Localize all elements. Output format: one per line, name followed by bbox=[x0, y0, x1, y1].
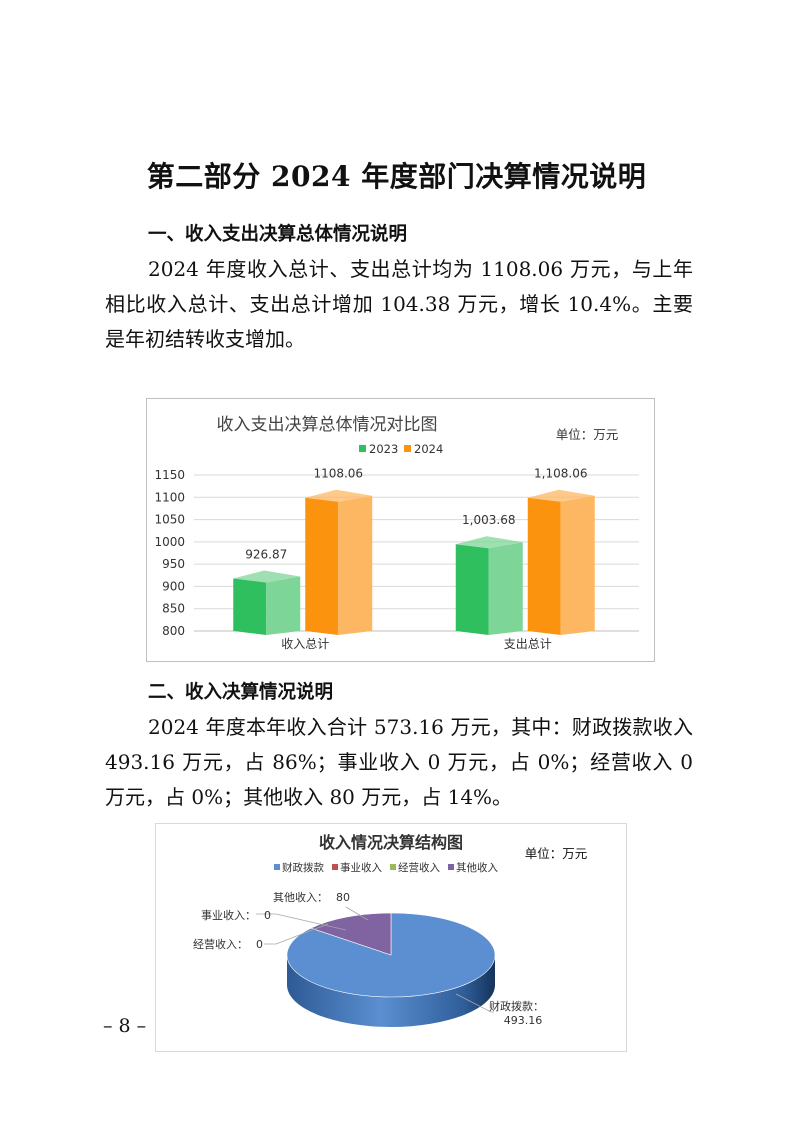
legend-label-2023: 2023 bbox=[369, 442, 398, 456]
chart-unit: 单位：万元 bbox=[556, 427, 619, 442]
bar-side-2023 bbox=[266, 576, 301, 635]
data-label: 经营收入： bbox=[193, 937, 248, 951]
x-tick-label: 收入总计 bbox=[281, 637, 329, 651]
y-tick-label: 800 bbox=[162, 624, 185, 638]
data-label: 事业收入： bbox=[201, 908, 256, 922]
y-tick-label: 1050 bbox=[154, 513, 185, 527]
legend-swatch bbox=[274, 864, 280, 870]
page-number: – 8 – bbox=[103, 1015, 147, 1037]
y-tick-label: 850 bbox=[162, 602, 185, 616]
y-tick-label: 950 bbox=[162, 557, 185, 571]
y-tick-label: 1000 bbox=[154, 535, 185, 549]
legend-swatch bbox=[448, 864, 454, 870]
data-label: 财政拨款： bbox=[489, 999, 544, 1013]
data-label: 493.16 bbox=[504, 1014, 543, 1027]
legend-swatch-2024 bbox=[404, 445, 411, 452]
section-text-1: 2024 年度收入总计、支出总计均为 1108.06 万元，与上年相比收入总计、… bbox=[105, 257, 693, 351]
bar-top-2023 bbox=[455, 536, 523, 549]
legend-swatch bbox=[332, 864, 338, 870]
y-tick-label: 900 bbox=[162, 579, 185, 593]
legend-label: 经营收入 bbox=[398, 861, 440, 874]
bar-front-2024 bbox=[305, 497, 339, 635]
section-text-2: 2024 年度本年收入合计 573.16 万元，其中：财政拨款收入 493.16… bbox=[105, 715, 693, 809]
data-label: 926.87 bbox=[245, 547, 287, 561]
page-title: 第二部分 2024 年度部门决算情况说明 bbox=[146, 160, 647, 193]
legend-label: 其他收入 bbox=[456, 861, 498, 874]
bar-side-2023 bbox=[488, 542, 523, 635]
leader-line bbox=[256, 913, 347, 931]
bar-front-2024 bbox=[527, 497, 561, 635]
bar-chart-box: 收入支出决算总体情况对比图单位：万元 2023 2024 800 850 900 950 10… bbox=[146, 398, 655, 662]
data-label: 0 bbox=[264, 909, 271, 922]
section-heading-2: 二、收入决算情况说明 bbox=[148, 682, 334, 703]
y-tick-label: 1100 bbox=[154, 490, 185, 504]
legend-swatch-2023 bbox=[359, 445, 366, 452]
bar-top-2024 bbox=[527, 489, 595, 502]
chart-unit: 单位：万元 bbox=[525, 846, 588, 861]
leader-line bbox=[264, 923, 329, 945]
legend-swatch bbox=[390, 864, 396, 870]
bar-chart: 收入支出决算总体情况对比图单位：万元 2023 2024 800 850 900 950 10… bbox=[154, 415, 639, 651]
x-tick-label: 支出总计 bbox=[504, 637, 552, 651]
data-label: 0 bbox=[256, 938, 263, 951]
section-heading-1: 一、收入支出决算总体情况说明 bbox=[148, 224, 408, 245]
chart-title: 收入情况决算结构图 bbox=[319, 833, 463, 852]
leader-line bbox=[455, 993, 494, 1013]
legend-label: 财政拨款 bbox=[282, 861, 324, 874]
bar-front-2023 bbox=[233, 578, 267, 635]
chart-title: 收入支出决算总体情况对比图 bbox=[217, 415, 438, 435]
leader-line bbox=[345, 906, 369, 921]
legend-label: 事业收入 bbox=[340, 861, 382, 874]
data-label: 1,108.06 bbox=[534, 467, 587, 481]
data-label: 1,003.68 bbox=[462, 513, 515, 527]
bar-side-2024 bbox=[338, 495, 373, 635]
pie-slice-其他收入 bbox=[310, 912, 392, 956]
bar-top-2024 bbox=[305, 489, 373, 502]
data-label: 80 bbox=[336, 891, 350, 904]
bar-side-2024 bbox=[560, 495, 595, 635]
bar-top-2023 bbox=[233, 570, 301, 583]
data-label: 1108.06 bbox=[313, 467, 363, 481]
pie-chart-box: 收入情况决算结构图单位：万元财政拨款 事业收入 经营收入 其他收入其他收入： 80 事业收… bbox=[155, 823, 627, 1052]
y-tick-label: 1150 bbox=[154, 468, 185, 482]
bar-front-2023 bbox=[455, 544, 489, 635]
legend-label-2024: 2024 bbox=[414, 442, 443, 456]
data-label: 其他收入： bbox=[273, 890, 328, 904]
